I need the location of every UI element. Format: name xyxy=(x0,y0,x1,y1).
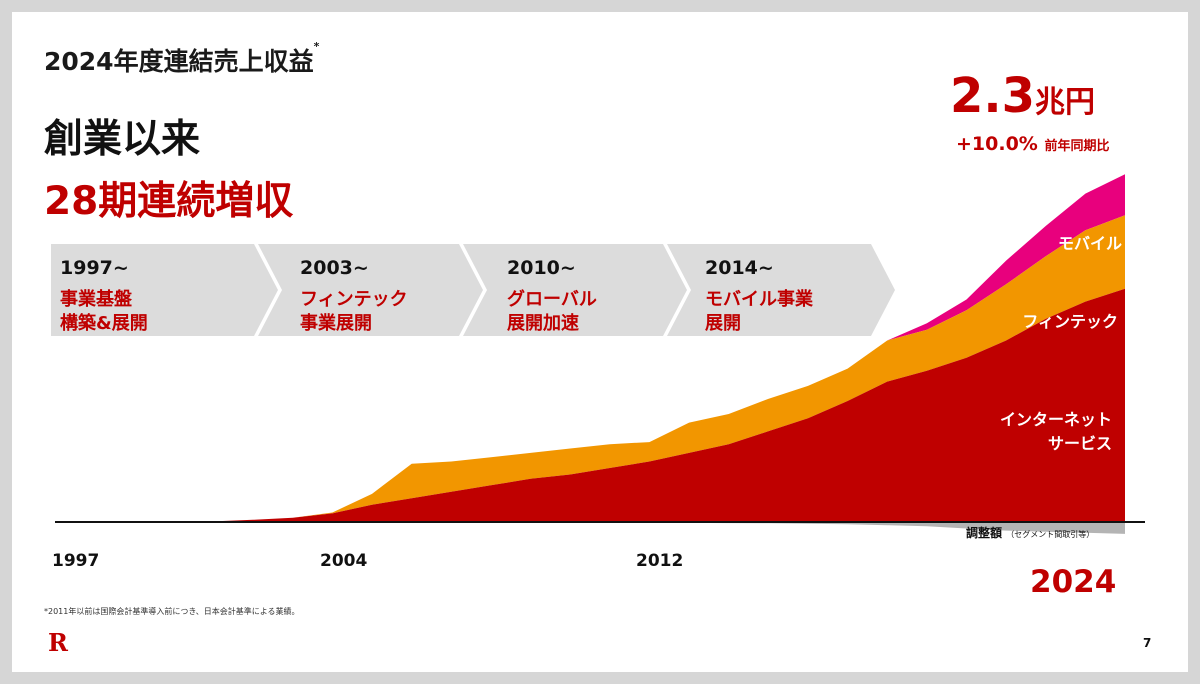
phase-1-year: 1997~ xyxy=(60,257,129,279)
phase-3-text: グローバル 展開加速 xyxy=(507,289,597,334)
rakuten-logo-icon: R xyxy=(48,628,68,657)
phase-4-text: モバイル事業 展開 xyxy=(705,289,813,334)
x-tick-2024: 2024 xyxy=(1030,564,1117,600)
series-label-mobile: モバイル xyxy=(1057,234,1122,253)
footnote: *2011年以前は国際会計基準導入前につき、日本会計基準による業績。 xyxy=(44,607,300,616)
headline-2: 28期連続増収 xyxy=(44,179,294,224)
title-footnote-mark: * xyxy=(313,40,320,53)
series-label-internet-line2: サービス xyxy=(1047,434,1112,453)
x-tick-2012: 2012 xyxy=(636,551,684,571)
series-label-fintech: フィンテック xyxy=(1022,312,1118,331)
phase-arrow-2 xyxy=(258,244,483,336)
area-fintech xyxy=(55,215,1125,522)
phase-4-year: 2014~ xyxy=(705,257,774,279)
growth-label: 前年同期比 xyxy=(1044,139,1110,154)
headline-revenue-value: 2.3兆円 xyxy=(950,68,1096,124)
headline-revenue-unit: 兆円 xyxy=(1035,85,1096,120)
page-number: 7 xyxy=(1143,636,1152,650)
growth-rate: +10.0% 前年同期比 xyxy=(956,133,1110,155)
phase-arrow-4 xyxy=(667,244,895,336)
phase-3-year: 2010~ xyxy=(507,257,576,279)
headline-1: 創業以来 xyxy=(44,117,201,162)
adjustment-note: （セグメント間取引等） xyxy=(1006,530,1095,539)
phase-1-text: 事業基盤 構築&展開 xyxy=(60,289,148,334)
x-tick-1997: 1997 xyxy=(52,551,100,571)
area-internet-services xyxy=(55,288,1125,522)
slide-title: 2024年度連結売上収益* xyxy=(44,40,320,76)
series-label-adjustment: 調整額 （セグメント間取引等） xyxy=(966,526,1095,540)
area-adjustment xyxy=(55,522,1125,534)
phase-arrow-1 xyxy=(51,244,278,336)
phase-arrows xyxy=(51,244,895,336)
phase-arrow-3 xyxy=(463,244,687,336)
x-tick-2004: 2004 xyxy=(320,551,368,571)
phase-2-year: 2003~ xyxy=(300,257,369,279)
series-label-internet-line1: インターネット xyxy=(999,410,1112,429)
series-label-internet: インターネットサービス xyxy=(960,408,1112,456)
phase-2-text: フィンテック 事業展開 xyxy=(300,289,408,334)
